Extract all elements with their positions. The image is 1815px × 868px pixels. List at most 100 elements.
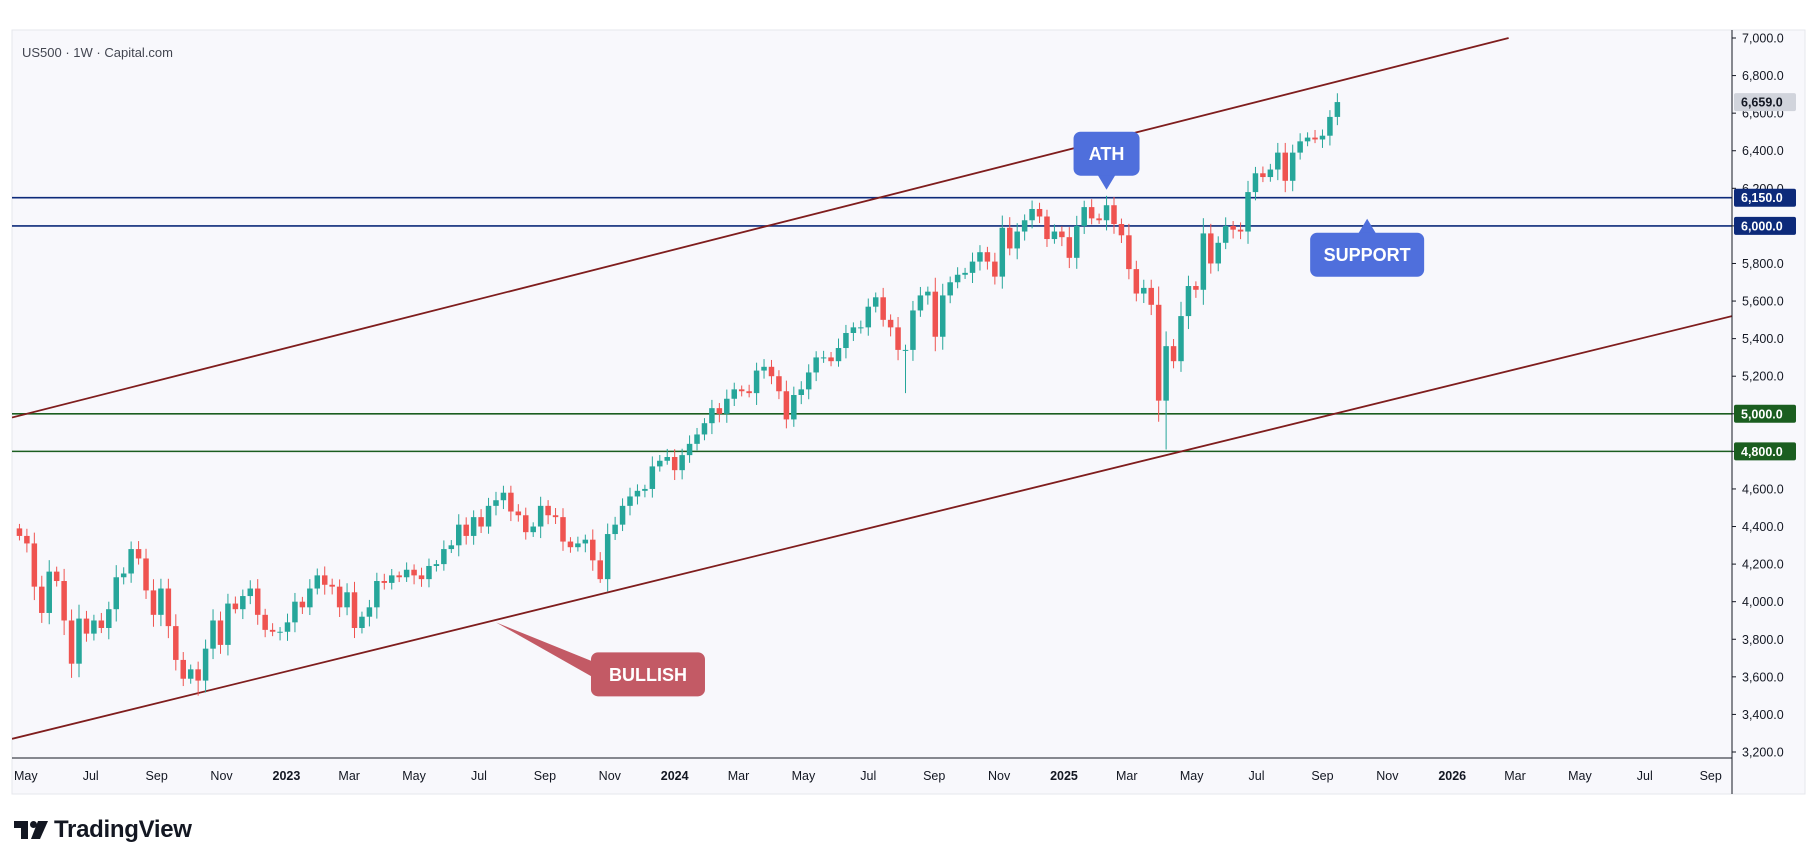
y-tick-label: 4,600.0 (1742, 482, 1784, 496)
candle (351, 581, 358, 639)
candle (679, 448, 685, 480)
candle (1066, 227, 1073, 269)
candle (850, 322, 857, 341)
time-axis[interactable]: May Jul Sep Nov 2023 Mar May Jul Sep Nov 2024 Mar Ma… (12, 757, 1732, 783)
candle (344, 583, 350, 616)
callout-bullish: BULLISH (495, 622, 705, 697)
candle (1163, 331, 1169, 450)
candle (1252, 166, 1259, 201)
candle (1319, 129, 1326, 148)
candle (359, 611, 365, 634)
candle (1185, 275, 1192, 330)
candle (1170, 339, 1177, 369)
candle (627, 487, 633, 516)
candle (336, 579, 343, 617)
price-axis[interactable]: 3,200.0 3,400.0 3,600.0 3,800.0 4,000.0 4,200… (1731, 30, 1796, 794)
y-tick-label: 3,400.0 (1742, 708, 1784, 722)
y-tick-label: 5,600.0 (1742, 295, 1784, 309)
candle (76, 604, 82, 678)
x-tick-label: Jul (471, 769, 487, 783)
candle (858, 320, 864, 334)
candle (932, 277, 939, 352)
candle (1304, 132, 1311, 147)
candle (738, 385, 745, 397)
candle (247, 580, 254, 605)
candle (53, 566, 60, 587)
candle (1208, 223, 1214, 274)
candle (1088, 199, 1095, 225)
candle (902, 344, 909, 394)
candle (746, 384, 752, 398)
candle (939, 283, 946, 350)
candle (284, 613, 291, 641)
candle (418, 567, 425, 587)
trendline-channel-lower (12, 315, 1732, 740)
candle (307, 579, 313, 616)
x-tick-label: Mar (338, 769, 360, 783)
y-tick-label: 6,800.0 (1742, 69, 1784, 83)
candle (716, 402, 723, 423)
tradingview-brand[interactable]: TradingView (14, 816, 192, 844)
candle (396, 571, 402, 583)
last-price-tag: 6,659.0 (1734, 93, 1796, 112)
candle (180, 652, 187, 687)
candle (1059, 226, 1065, 247)
candle (709, 399, 715, 435)
candle (992, 252, 998, 285)
x-tick-label: 2025 (1050, 769, 1078, 783)
candle (954, 267, 961, 289)
svg-text:6,000.0: 6,000.0 (1741, 219, 1783, 233)
x-tick-label: Nov (988, 769, 1011, 783)
candle (820, 350, 827, 363)
candle (217, 611, 224, 654)
svg-text:6,150.0: 6,150.0 (1741, 191, 1783, 205)
candle (523, 507, 529, 540)
callout-ath: ATH (1073, 131, 1140, 190)
svg-text:BULLISH: BULLISH (609, 665, 687, 685)
y-tick-label: 3,600.0 (1742, 670, 1784, 684)
candle (761, 359, 767, 379)
candle (1021, 214, 1028, 241)
candle (671, 449, 678, 481)
y-tick-label: 4,200.0 (1742, 558, 1784, 572)
y-tick-label: 5,200.0 (1742, 370, 1784, 384)
candle (202, 639, 209, 693)
candle (128, 541, 134, 583)
candle (813, 351, 819, 382)
candle (530, 522, 536, 537)
candle (925, 286, 931, 305)
candle (381, 573, 388, 590)
candle (478, 509, 484, 534)
candle (701, 418, 708, 441)
candle (232, 596, 239, 614)
candle (619, 498, 626, 532)
candle (805, 364, 812, 400)
candle (403, 562, 410, 582)
x-tick-label: May (402, 769, 426, 783)
candle (560, 508, 566, 551)
candle (1334, 93, 1341, 126)
candle (1044, 209, 1050, 247)
candle (783, 380, 790, 429)
candle (411, 564, 417, 585)
candle (865, 298, 872, 336)
x-tick-label: May (792, 769, 816, 783)
candle (1312, 129, 1318, 144)
candle (686, 435, 693, 463)
x-tick-label: Jul (1249, 769, 1265, 783)
candle (947, 276, 953, 304)
candle (634, 484, 641, 505)
candle (664, 448, 670, 465)
candle (1148, 279, 1154, 316)
x-tick-label: Mar (728, 769, 750, 783)
candle (24, 528, 30, 553)
candle (798, 381, 805, 405)
candle (39, 575, 45, 623)
candle (910, 300, 916, 361)
x-tick-label: Nov (1376, 769, 1399, 783)
candle (1245, 180, 1251, 244)
y-tick-label: 5,400.0 (1742, 332, 1784, 346)
candle (575, 536, 581, 552)
